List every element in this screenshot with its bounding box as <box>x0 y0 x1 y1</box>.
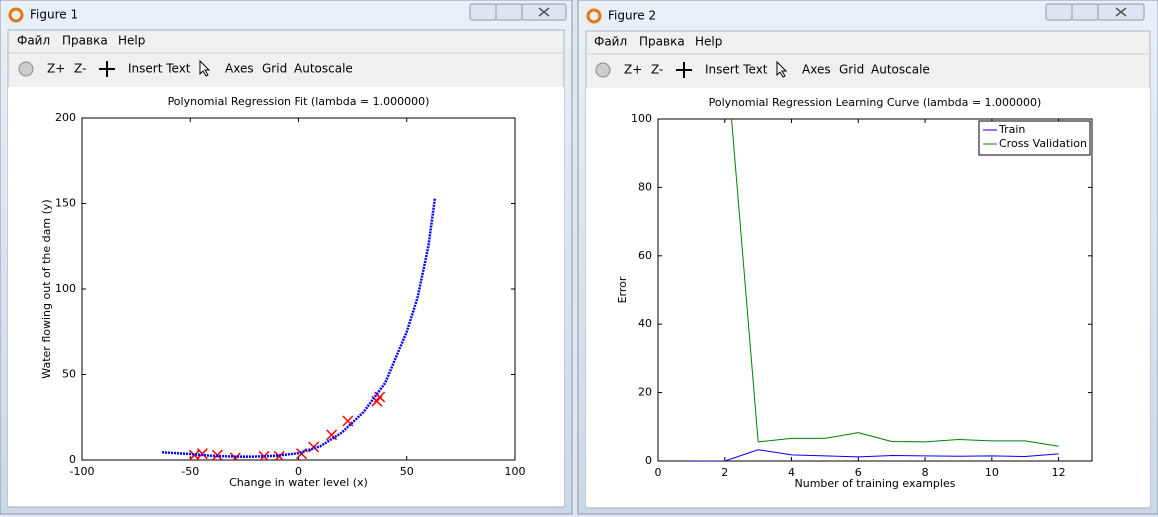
menu-item[interactable]: Файл <box>594 35 627 49</box>
data-line <box>691 449 1059 461</box>
chart-title: Polynomial Regression Fit (lambda = 1.00… <box>168 95 430 108</box>
x-tick-label: -100 <box>70 465 95 478</box>
x-tick-label: 100 <box>505 465 526 478</box>
toolbar-button[interactable]: Insert Text <box>128 62 191 76</box>
window-title: Figure 1 <box>30 8 78 22</box>
y-tick-label: 200 <box>55 111 76 124</box>
plot-frame <box>81 117 516 461</box>
toolbar-button[interactable]: Z- <box>74 62 86 76</box>
app-icon <box>586 8 602 24</box>
x-tick-label: 12 <box>1052 466 1066 479</box>
data-line <box>162 198 437 458</box>
minimize-button[interactable] <box>1045 3 1073 21</box>
toolbar-button[interactable]: Autoscale <box>871 63 930 77</box>
x-tick-label: 10 <box>985 466 999 479</box>
y-tick-label: 150 <box>55 197 76 210</box>
window <box>0 0 573 515</box>
toolbar-button[interactable]: Z+ <box>624 63 642 77</box>
toolbar-button[interactable]: Grid <box>839 63 864 77</box>
y-tick-label: 80 <box>638 180 652 193</box>
toolbar-button[interactable]: Z+ <box>47 62 65 76</box>
legend-label: Train <box>998 123 1025 136</box>
x-tick-label: 6 <box>855 466 862 479</box>
menu-item[interactable]: Правка <box>62 34 108 48</box>
data-line <box>731 119 1059 447</box>
toolbar-button[interactable]: Z- <box>651 63 663 77</box>
menu-item[interactable]: Правка <box>639 35 685 49</box>
legend-label: Cross Validation <box>999 137 1087 150</box>
minimize-button[interactable] <box>469 3 497 21</box>
x-tick-label: 50 <box>400 465 414 478</box>
y-tick-label: 40 <box>638 317 652 330</box>
x-tick-label: 0 <box>655 466 662 479</box>
menu-item[interactable]: Help <box>118 34 145 48</box>
y-tick-label: 20 <box>638 386 652 399</box>
x-tick-label: 8 <box>922 466 929 479</box>
x-tick-label: 4 <box>788 466 795 479</box>
app-icon <box>8 7 24 23</box>
window-title: Figure 2 <box>608 9 656 23</box>
window <box>577 0 1158 515</box>
select-tool[interactable] <box>199 59 211 77</box>
toolbar-button[interactable]: Autoscale <box>294 62 353 76</box>
toolbar-button[interactable]: Grid <box>262 62 287 76</box>
menu-item[interactable]: Help <box>695 35 722 49</box>
x-tick-label: 0 <box>295 465 302 478</box>
y-axis-label: Error <box>616 276 629 303</box>
rotate-tool[interactable] <box>595 62 611 78</box>
x-axis-label: Number of training examples <box>795 477 956 490</box>
x-tick-label: -50 <box>181 465 199 478</box>
data-point <box>296 448 308 460</box>
select-tool[interactable] <box>776 60 788 78</box>
rotate-tool[interactable] <box>18 61 34 77</box>
legend <box>978 120 1091 156</box>
toolbar-button[interactable]: Axes <box>225 62 254 76</box>
data-point <box>326 429 338 441</box>
plot-area <box>162 198 437 460</box>
y-tick-label: 60 <box>638 249 652 262</box>
y-tick-label: 50 <box>62 368 76 381</box>
pan-tool[interactable] <box>99 61 115 77</box>
x-axis-label: Change in water level (x) <box>229 476 368 489</box>
maximize-button[interactable] <box>495 3 523 21</box>
y-tick-label: 100 <box>631 112 652 125</box>
data-point <box>342 415 354 427</box>
y-tick-label: 0 <box>69 453 76 466</box>
maximize-button[interactable] <box>1071 3 1099 21</box>
y-tick-label: 100 <box>55 282 76 295</box>
toolbar-button[interactable]: Axes <box>802 63 831 77</box>
plot-frame <box>657 118 1093 462</box>
x-tick-label: 2 <box>721 466 728 479</box>
menu-item[interactable]: Файл <box>17 34 50 48</box>
y-tick-label: 0 <box>645 454 652 467</box>
y-axis-label: Water flowing out of the dam (y) <box>40 199 53 378</box>
chart-title: Polynomial Regression Learning Curve (la… <box>709 96 1042 109</box>
plot-area <box>691 119 1059 461</box>
pan-tool[interactable] <box>676 62 692 78</box>
data-point <box>229 452 241 460</box>
toolbar-button[interactable]: Insert Text <box>705 63 768 77</box>
data-point <box>196 448 208 460</box>
